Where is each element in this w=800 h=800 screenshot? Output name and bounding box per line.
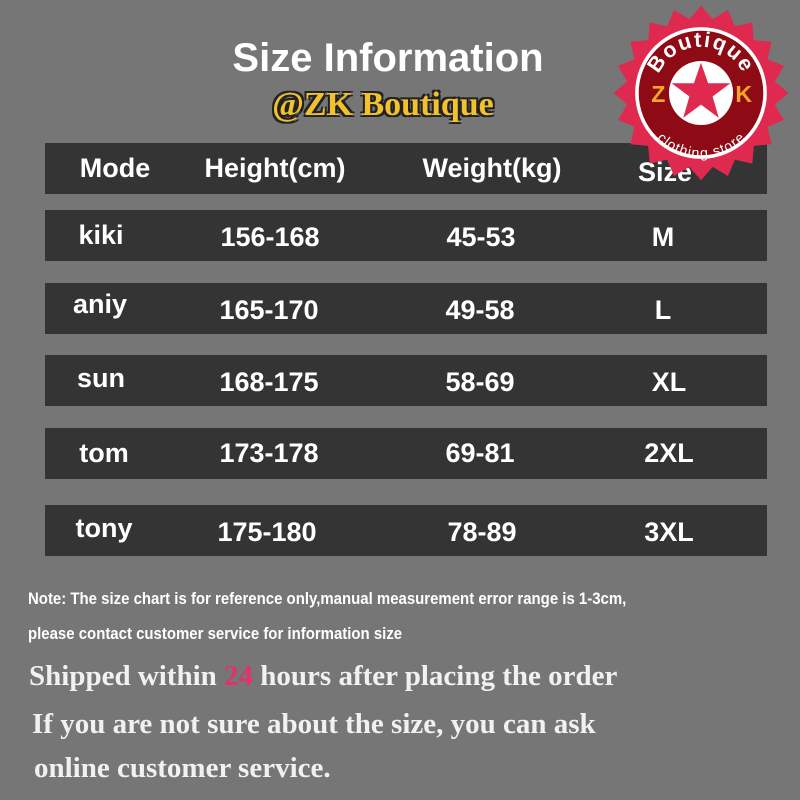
- shipping-text: Shipped within 24 hours after placing th…: [29, 660, 617, 693]
- cell-mode: sun: [76, 363, 126, 393]
- star-icon: [671, 62, 731, 118]
- page-title: Size Information: [232, 36, 544, 80]
- cell-size: 3XL: [644, 517, 694, 547]
- cell-weight: 69-81: [445, 438, 515, 468]
- cell-size: XL: [651, 367, 687, 397]
- logo-letter-z: Z: [651, 81, 665, 107]
- cell-mode: tom: [79, 438, 129, 468]
- brand-subtitle: @ZK Boutique: [272, 86, 494, 123]
- cell-mode: kiki: [78, 220, 124, 250]
- logo-letter-k: K: [735, 81, 752, 107]
- shipping-hours: 24: [224, 660, 254, 692]
- advice-line-1: If you are not sure about the size, you …: [32, 708, 596, 740]
- table-row: tom 173-178 69-81 2XL: [45, 428, 767, 479]
- cell-height: 168-175: [219, 367, 319, 397]
- header-weight: Weight(kg): [422, 153, 562, 183]
- cell-mode: aniy: [72, 289, 128, 319]
- shipping-before: Shipped within: [29, 660, 225, 692]
- cell-weight: 58-69: [445, 367, 515, 397]
- cell-size: 2XL: [644, 438, 694, 468]
- cell-height: 175-180: [217, 517, 317, 547]
- table-row: aniy 165-170 49-58 L: [45, 283, 767, 334]
- cell-weight: 49-58: [445, 295, 515, 325]
- table-row: tony 175-180 78-89 3XL: [45, 505, 767, 556]
- cell-size: M: [651, 222, 675, 252]
- cell-size: L: [654, 295, 672, 325]
- cell-weight: 45-53: [446, 222, 516, 252]
- shipping-after: hours after placing the order: [253, 660, 618, 692]
- boutique-logo: Boutique clothing store Z K: [613, 5, 789, 181]
- cell-height: 165-170: [219, 295, 319, 325]
- cell-mode: tony: [75, 513, 133, 543]
- note-line-2: please contact customer service for info…: [28, 624, 403, 643]
- table-row: sun 168-175 58-69 XL: [45, 355, 767, 406]
- table-header: Mode Height(cm) Weight(kg) Size: [45, 143, 767, 194]
- cell-height: 156-168: [220, 222, 320, 252]
- header-height: Height(cm): [204, 153, 346, 183]
- header-mode: Mode: [79, 153, 151, 183]
- note-line-1: Note: The size chart is for reference on…: [28, 589, 627, 608]
- advice-line-2: online customer service.: [34, 752, 331, 784]
- cell-height: 173-178: [219, 438, 319, 468]
- cell-weight: 78-89: [447, 517, 517, 547]
- table-row: kiki 156-168 45-53 M: [45, 210, 767, 261]
